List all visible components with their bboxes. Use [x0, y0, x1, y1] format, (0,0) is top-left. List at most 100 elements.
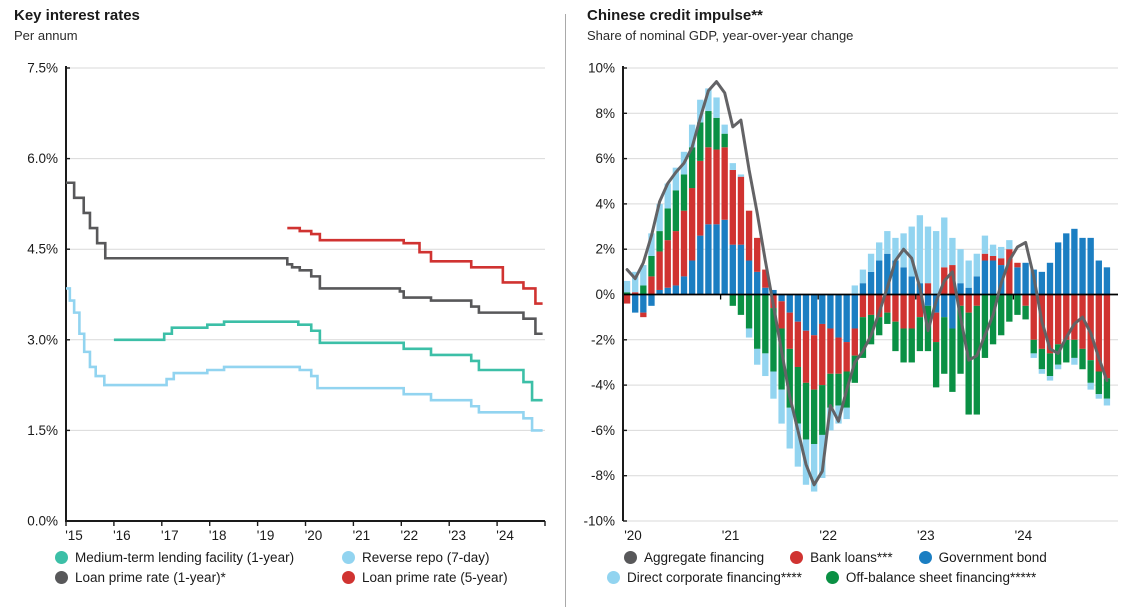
- bar-segment-bank-loans-: [957, 294, 964, 306]
- bar-segment-off-balance-sheet-financing-: [1046, 353, 1054, 377]
- line-series-medium-term-lending-facility-1-year-: [113, 320, 543, 402]
- bar-segment-bank-loans-: [705, 147, 712, 225]
- legend-item: Direct corporate financing****: [607, 570, 802, 585]
- bar-segment-direct-corporate-financing-: [705, 88, 712, 112]
- right-chart-subtitle: Share of nominal GDP, year-over-year cha…: [587, 28, 854, 43]
- bar-segment-direct-corporate-financing-: [876, 242, 883, 261]
- y-axis-label: 10%: [588, 61, 615, 76]
- bar-segment-bank-loans-: [656, 251, 663, 290]
- legend-row: Loan prime rate (1-year)* Loan prime rate…: [55, 570, 629, 585]
- bar-segment-bank-loans-: [680, 210, 688, 277]
- bar-segment-off-balance-sheet-financing-: [941, 317, 948, 374]
- y-axis-label: -10%: [583, 514, 615, 529]
- bar-segment-off-balance-sheet-financing-: [762, 294, 769, 354]
- bar-segment-bank-loans-: [827, 328, 834, 374]
- bar-segment-bank-loans-: [697, 160, 704, 236]
- bar-segment-government-bond: [713, 224, 720, 295]
- legend-label: Reverse repo (7-day): [362, 550, 490, 565]
- bar-segment-off-balance-sheet-financing-: [908, 328, 915, 363]
- legend-dot-icon: [55, 551, 68, 564]
- bar-segment-off-balance-sheet-financing-: [892, 321, 899, 352]
- bar-segment-government-bond: [859, 283, 867, 295]
- bar-segment-government-bond: [640, 294, 647, 313]
- bar-segment-off-balance-sheet-financing-: [965, 312, 972, 415]
- bar-segment-bank-loans-: [688, 188, 696, 261]
- bar-segment-bank-loans-: [729, 169, 736, 245]
- bar-segment-government-bond: [949, 294, 956, 329]
- x-axis-label: '24: [496, 528, 514, 543]
- bar-segment-bank-loans-: [1006, 249, 1013, 295]
- bar-segment-direct-corporate-financing-: [648, 233, 655, 256]
- x-axis-label: '20: [624, 528, 642, 543]
- bar-segment-off-balance-sheet-financing-: [705, 111, 712, 148]
- bar-segment-off-balance-sheet-financing-: [737, 294, 745, 315]
- bar-segment-direct-corporate-financing-: [697, 99, 704, 123]
- bar-segment-bank-loans-: [965, 294, 972, 313]
- bar-segment-bank-loans-: [908, 294, 915, 329]
- bar-segment-off-balance-sheet-financing-: [623, 292, 631, 295]
- x-axis-label: '22: [401, 528, 419, 543]
- bar-segment-government-bond: [1022, 262, 1029, 295]
- y-axis-label: 3.0%: [27, 332, 58, 347]
- bar-segment-direct-corporate-financing-: [957, 249, 964, 284]
- bar-segment-off-balance-sheet-financing-: [680, 174, 688, 211]
- bar-segment-bank-loans-: [1030, 294, 1037, 340]
- legend-dot-icon: [342, 571, 355, 584]
- bar-segment-bank-loans-: [932, 312, 940, 343]
- legend-item: Loan prime rate (5-year): [342, 570, 629, 585]
- bar-segment-government-bond: [770, 289, 777, 295]
- bar-segment-government-bond: [827, 294, 834, 329]
- bar-segment-off-balance-sheet-financing-: [1014, 294, 1021, 315]
- right-chart-title: Chinese credit impulse**: [587, 7, 763, 24]
- bar-segment-government-bond: [656, 289, 663, 295]
- bar-segment-direct-corporate-financing-: [819, 434, 826, 478]
- bar-segment-government-bond: [981, 260, 989, 295]
- bar-segment-government-bond: [1038, 271, 1046, 295]
- bar-segment-off-balance-sheet-financing-: [949, 328, 956, 392]
- bar-segment-government-bond: [697, 235, 704, 295]
- bar-segment-direct-corporate-financing-: [949, 237, 956, 266]
- bar-segment-bank-loans-: [1079, 294, 1086, 349]
- bar-segment-bank-loans-: [640, 312, 647, 318]
- legend-item: Government bond: [918, 550, 1047, 565]
- bar-segment-bank-loans-: [672, 231, 680, 286]
- bar-segment-direct-corporate-financing-: [640, 265, 647, 286]
- bar-segment-off-balance-sheet-financing-: [729, 294, 736, 306]
- bar-segment-government-bond: [664, 287, 671, 295]
- bar-segment-direct-corporate-financing-: [884, 231, 891, 254]
- bar-segment-direct-corporate-financing-: [745, 328, 753, 338]
- bar-segment-direct-corporate-financing-: [770, 371, 777, 399]
- bar-segment-off-balance-sheet-financing-: [884, 312, 891, 324]
- bar-segment-bank-loans-: [754, 237, 761, 272]
- bar-segment-off-balance-sheet-financing-: [876, 317, 883, 336]
- bar-segment-government-bond: [762, 287, 769, 295]
- bar-segment-government-bond: [843, 294, 850, 343]
- bar-segment-government-bond: [1079, 237, 1086, 295]
- bar-segment-off-balance-sheet-financing-: [1095, 371, 1102, 395]
- bar-segment-government-bond: [786, 294, 793, 313]
- bar-segment-bank-loans-: [737, 176, 745, 245]
- bar-segment-direct-corporate-financing-: [892, 237, 899, 261]
- bar-segment-government-bond: [1087, 237, 1094, 295]
- bar-segment-government-bond: [851, 294, 858, 329]
- bar-segment-bank-loans-: [843, 342, 850, 372]
- bar-segment-direct-corporate-financing-: [941, 217, 948, 268]
- x-axis-label: '21: [722, 528, 740, 543]
- bar-segment-direct-corporate-financing-: [656, 203, 663, 232]
- bar-segment-bank-loans-: [810, 335, 818, 390]
- legend-label: Loan prime rate (5-year): [362, 570, 508, 585]
- bar-segment-bank-loans-: [1103, 294, 1111, 379]
- bar-segment-direct-corporate-financing-: [1103, 398, 1111, 406]
- bar-segment-government-bond: [778, 294, 785, 302]
- y-axis-label: 4%: [595, 196, 615, 211]
- bar-segment-government-bond: [794, 294, 802, 322]
- bar-segment-off-balance-sheet-financing-: [640, 285, 647, 295]
- bar-segment-bank-loans-: [1071, 294, 1078, 340]
- bar-segment-off-balance-sheet-financing-: [745, 294, 753, 329]
- bar-segment-direct-corporate-financing-: [810, 443, 818, 492]
- bar-segment-bank-loans-: [664, 240, 671, 288]
- bar-segment-government-bond: [835, 294, 842, 338]
- legend-dot-icon: [825, 571, 839, 584]
- bar-segment-government-bond: [705, 224, 712, 295]
- bar-segment-bank-loans-: [835, 337, 842, 374]
